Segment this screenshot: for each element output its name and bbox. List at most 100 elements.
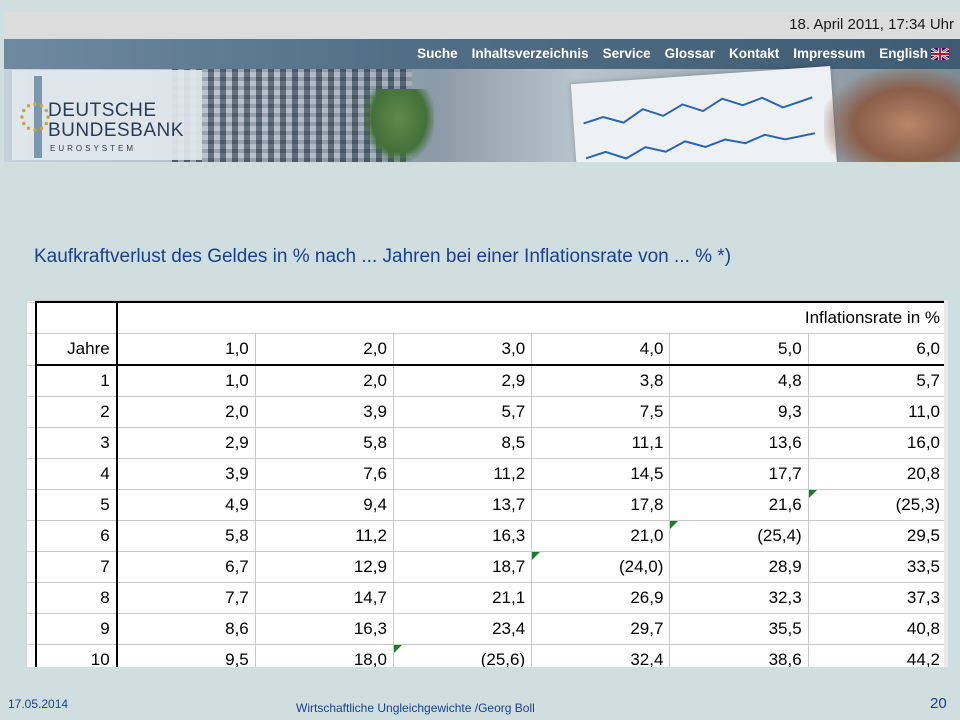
bundesbank-logo[interactable]: DEUTSCHE BUNDESBANK EUROSYSTEM <box>12 70 202 160</box>
year-cell: 3 <box>34 427 118 459</box>
slide-headline: Kaufkraftverlust des Geldes in % nach ..… <box>34 246 732 267</box>
value-cell: 29,7 <box>531 613 671 645</box>
row-gutter <box>26 364 37 397</box>
nav-item-label: Inhaltsverzeichnis <box>471 46 589 61</box>
value-cell: 5,8 <box>115 520 256 552</box>
value-cell: 2,9 <box>115 427 256 459</box>
row-gutter <box>26 644 37 667</box>
value-cell: 11,0 <box>807 396 948 428</box>
nav-item-impressum[interactable]: Impressum <box>786 46 872 61</box>
value-cell: 40,8 <box>807 613 948 645</box>
rate-header-cell: 4,0 <box>531 333 671 366</box>
value-cell: 14,7 <box>254 582 394 614</box>
value-cell: 18,7 <box>392 551 533 583</box>
value-cell: 21,6 <box>669 489 809 521</box>
table-row: 10 9,5 18,0 (25,6) 32,4 38,6 44,2 <box>26 644 948 667</box>
value-cell: 33,5 <box>807 551 948 583</box>
value-cell: 13,6 <box>669 427 809 459</box>
nav-item-label: Kontakt <box>728 46 780 61</box>
table-row: 9 8,6 16,3 23,4 29,7 35,5 40,8 <box>26 613 948 645</box>
year-cell: 6 <box>34 520 118 552</box>
value-cell: 21,1 <box>392 582 533 614</box>
row-gutter <box>26 582 37 614</box>
value-cell: 7,6 <box>254 458 394 490</box>
table-row: 7 6,7 12,9 18,7 (24,0) 28,9 33,5 <box>26 551 948 583</box>
value-cell: 44,2 <box>807 644 948 667</box>
nav-item-label: English <box>879 46 928 61</box>
row-gutter <box>26 489 37 521</box>
logo-text-bundesbank: BUNDESBANK <box>48 120 184 141</box>
value-cell: 8,5 <box>392 427 533 459</box>
comment-marker-icon <box>532 552 541 560</box>
purchasing-power-loss-table: Inflationsrate in % Jahre 1,0 2,0 3,0 4,0 5,0 6… <box>26 300 948 667</box>
value-cell: 28,9 <box>669 551 809 583</box>
row-gutter <box>26 396 37 428</box>
value-cell: 5,8 <box>254 427 394 459</box>
table-row: 4 3,9 7,6 11,2 14,5 17,7 20,8 <box>26 458 948 490</box>
year-cell: 2 <box>34 396 118 428</box>
logo-bar <box>34 76 42 158</box>
nav-item-label: Service <box>602 46 651 61</box>
value-cell: 11,2 <box>254 520 394 552</box>
value-cell: 2,0 <box>254 364 394 397</box>
nav-item-label: Glossar <box>664 46 715 61</box>
logo-text-eurosystem: EUROSYSTEM <box>50 144 137 153</box>
value-cell: 37,3 <box>807 582 948 614</box>
year-cell: 7 <box>34 551 118 583</box>
value-cell: 11,1 <box>531 427 671 459</box>
header-date-time: 18. April 2011, 17:34 Uhr <box>789 16 954 33</box>
table-row: 5 4,9 9,4 13,7 17,8 21,6 (25,3) <box>26 489 948 521</box>
row-gutter <box>26 333 37 366</box>
nav-item-english[interactable]: English <box>872 46 956 61</box>
cell-empty <box>34 301 118 334</box>
value-cell: 2,9 <box>392 364 533 397</box>
comment-marker-icon <box>394 645 402 653</box>
value-cell: 5,7 <box>392 396 533 428</box>
rates-header-row: Jahre 1,0 2,0 3,0 4,0 5,0 6,0 <box>26 333 948 366</box>
value-cell: (25,3) <box>807 489 948 521</box>
value-cell: 9,3 <box>669 396 809 428</box>
value-cell: 3,9 <box>115 458 256 490</box>
value-cell: 13,7 <box>392 489 533 521</box>
row-gutter <box>26 301 37 334</box>
nav-item-service[interactable]: Service <box>596 46 658 61</box>
comment-marker-icon <box>670 521 679 529</box>
logo-text-deutsche: DEUTSCHE <box>48 100 157 121</box>
table-row: 1 1,0 2,0 2,9 3,8 4,8 5,7 <box>26 364 948 397</box>
table-row: 8 7,7 14,7 21,1 26,9 32,3 37,3 <box>26 582 948 614</box>
nav-item-glossar[interactable]: Glossar <box>658 46 722 61</box>
year-cell: 4 <box>34 458 118 490</box>
table-row: 3 2,9 5,8 8,5 11,1 13,6 16,0 <box>26 427 948 459</box>
value-cell: 35,5 <box>669 613 809 645</box>
value-cell: 32,3 <box>669 582 809 614</box>
value-cell: 8,6 <box>115 613 256 645</box>
value-cell: 16,3 <box>392 520 533 552</box>
comment-marker-icon <box>809 490 817 498</box>
chart-paper-photo <box>570 66 838 162</box>
date-bar: 18. April 2011, 17:34 Uhr <box>4 12 960 40</box>
eu-stars-icon <box>20 102 50 132</box>
group-header-inflation-rate: Inflationsrate in % <box>115 301 948 334</box>
value-cell: (24,0) <box>531 551 671 583</box>
value-cell: 11,2 <box>392 458 533 490</box>
hands-keyboard-photo <box>824 69 960 162</box>
rate-header-cell: 2,0 <box>254 333 394 366</box>
rate-header-cell: 5,0 <box>669 333 809 366</box>
page-number: 20 <box>930 695 947 712</box>
footer-date: 17.05.2014 <box>8 697 69 711</box>
value-cell: 9,4 <box>254 489 394 521</box>
row-gutter <box>26 551 37 583</box>
value-cell: 12,9 <box>254 551 394 583</box>
value-cell: 38,6 <box>669 644 809 667</box>
value-cell: 16,3 <box>254 613 394 645</box>
row-gutter <box>26 458 37 490</box>
value-cell: 20,8 <box>807 458 948 490</box>
value-cell: 21,0 <box>531 520 671 552</box>
nav-item-suche[interactable]: Suche <box>410 46 465 61</box>
value-cell: 32,4 <box>531 644 671 667</box>
value-cell: 9,5 <box>115 644 256 667</box>
nav-item-inhaltsverzeichnis[interactable]: Inhaltsverzeichnis <box>465 46 596 61</box>
value-cell: 18,0 <box>254 644 394 667</box>
uk-flag-icon <box>931 47 949 60</box>
nav-item-kontakt[interactable]: Kontakt <box>722 46 786 61</box>
